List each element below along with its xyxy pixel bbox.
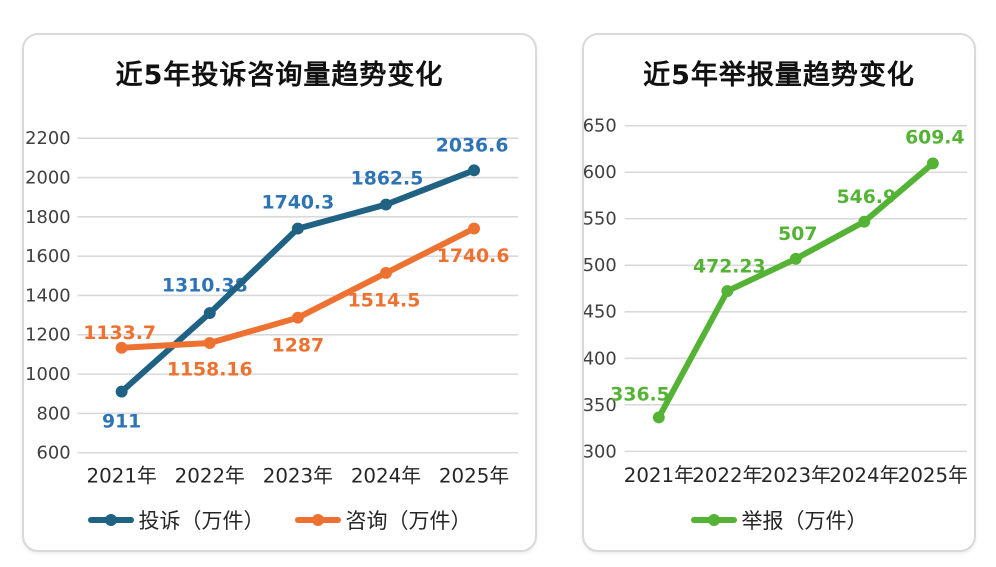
data-label-series-0: 1862.5 [351,169,424,190]
chart-legend: 投诉（万件） 咨询（万件） [24,503,535,537]
data-point-series-0 [203,307,216,320]
y-tick-label: 600 [584,162,617,183]
x-tick-label: 2025年 [898,464,968,487]
data-label-series-0: 1740.3 [261,193,334,214]
data-point-series-0 [468,164,481,177]
data-point-series-0 [789,252,802,265]
x-tick-label: 2022年 [175,465,245,488]
y-tick-label: 1800 [25,207,70,228]
data-point-series-0 [291,222,304,235]
data-label-series-0: 336.5 [610,385,669,406]
legend-item: 咨询（万件） [294,505,472,535]
data-label-series-0: 1310.38 [162,275,248,296]
y-tick-label: 800 [37,403,71,424]
data-point-series-1 [468,222,481,235]
data-point-series-0 [858,215,871,228]
x-tick-label: 2021年 [86,465,156,488]
y-tick-label: 350 [584,395,617,416]
chart-title: 近5年举报量趋势变化 [643,60,915,91]
x-tick-label: 2024年 [351,465,421,488]
legend-label: 投诉（万件） [138,509,265,533]
data-label-series-0: 911 [102,411,141,432]
y-tick-label: 500 [584,255,617,276]
y-tick-label: 1400 [25,285,70,306]
data-point-series-1 [380,267,392,279]
data-label-series-1: 1158.16 [167,360,253,381]
y-tick-label: 650 [584,116,617,137]
data-point-series-0 [721,285,734,298]
data-point-series-0 [115,385,128,398]
data-label-series-1: 1514.5 [348,291,421,312]
x-tick-label: 2022年 [692,464,762,487]
line-chart-reports: 3003504004505005506006502021年2022年2023年2… [584,116,968,487]
legend-line-marker-icon [87,514,134,526]
chart-card-complaints-consultations: 近5年投诉咨询量趋势变化 600 800 1000 1200 1400 1600 1800 2… [22,33,537,552]
x-tick-label: 2021年 [624,464,694,487]
legend-label: 咨询（万件） [345,509,472,533]
legend-dot [311,514,324,526]
data-point-series-0 [926,157,939,170]
y-tick-label: 600 [37,443,71,464]
chart-title: 近5年投诉咨询量趋势变化 [115,60,444,91]
y-tick-label: 400 [584,348,617,369]
chart-card-reports: 近5年举报量趋势变化 300 350 400 450 500 550 600 650 2021年… [582,33,976,552]
data-point-series-1 [203,337,216,349]
y-tick-label: 300 [584,441,617,462]
y-tick-label: 1200 [25,325,70,346]
data-point-series-1 [291,311,304,324]
legend-line-marker-icon [690,514,737,526]
data-point-series-1 [115,341,128,354]
data-label-series-1: 1287 [272,335,324,356]
legend-dot [104,514,117,526]
series-line-0 [655,160,936,421]
y-tick-label: 1600 [25,246,70,267]
data-label-series-1: 1740.6 [437,246,510,267]
legend-item: 投诉（万件） [87,505,265,535]
line-chart-complaints-consultations: 600 800 1000 1200 1400 1600 1800 2000 2200 2021年 2… [25,128,519,488]
data-label-series-0: 546.9 [837,187,896,208]
data-label-series-0: 2036.6 [436,135,509,156]
x-tick-label: 2024年 [829,464,899,487]
data-label-series-0: 609.4 [905,128,964,149]
y-tick-label: 2200 [25,128,70,149]
data-label-series-1: 1133.7 [83,323,156,344]
y-tick-label: 550 [584,209,617,230]
data-label-series-0: 507 [778,224,817,245]
y-tick-label: 2000 [25,167,70,188]
y-tick-label: 1000 [25,364,70,385]
chart-legend: 举报（万件） [584,503,974,537]
y-tick-label: 450 [584,302,617,323]
data-point-series-0 [380,198,392,211]
legend-item: 举报（万件） [690,505,868,535]
x-tick-label: 2023年 [761,464,831,487]
legend-label: 举报（万件） [741,509,868,533]
data-label-series-0: 472.23 [693,256,766,277]
legend-dot [707,514,720,526]
data-point-series-0 [652,411,665,424]
x-tick-label: 2025年 [439,465,509,488]
x-tick-label: 2023年 [263,465,333,488]
legend-line-marker-icon [294,514,341,526]
